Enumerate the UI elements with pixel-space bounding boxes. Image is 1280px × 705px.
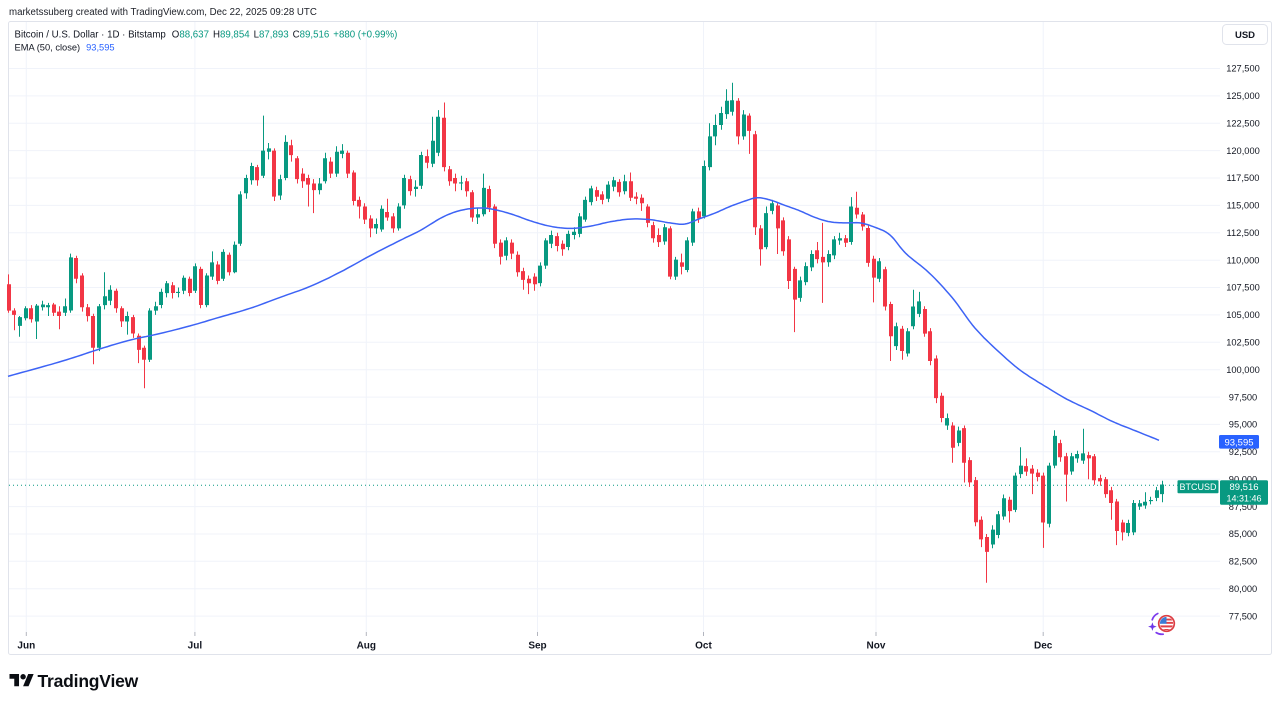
svg-text:Jul: Jul — [188, 641, 203, 652]
svg-text:122,500: 122,500 — [1226, 119, 1260, 129]
svg-text:105,000: 105,000 — [1226, 310, 1260, 320]
svg-text:87,500: 87,500 — [1229, 502, 1257, 512]
svg-text:USD: USD — [1235, 30, 1255, 41]
svg-text:115,000: 115,000 — [1227, 201, 1260, 211]
svg-text:93,595: 93,595 — [1224, 437, 1253, 448]
svg-text:Oct: Oct — [695, 641, 712, 652]
svg-text:92,500: 92,500 — [1229, 447, 1257, 457]
svg-text:90,000: 90,000 — [1229, 474, 1257, 484]
svg-text:102,500: 102,500 — [1226, 338, 1260, 348]
svg-text:85,000: 85,000 — [1229, 529, 1257, 539]
svg-text:110,000: 110,000 — [1227, 255, 1260, 265]
svg-text:112,500: 112,500 — [1227, 228, 1260, 238]
svg-text:marketssuberg created with Tra: marketssuberg created with TradingView.c… — [9, 7, 317, 18]
svg-text:Aug: Aug — [357, 641, 376, 652]
svg-text:EMA (50, close)93,595: EMA (50, close) 93,595 — [15, 43, 115, 53]
svg-text:77,500: 77,500 — [1229, 611, 1257, 621]
svg-text:100,000: 100,000 — [1226, 365, 1260, 375]
svg-text:95,000: 95,000 — [1229, 420, 1257, 430]
svg-text:97,500: 97,500 — [1229, 392, 1257, 402]
svg-text:Nov: Nov — [867, 641, 886, 652]
svg-text:117,500: 117,500 — [1227, 173, 1260, 183]
svg-text:Jun: Jun — [17, 641, 35, 652]
svg-text:14:31:46: 14:31:46 — [1226, 493, 1261, 503]
svg-text:107,500: 107,500 — [1226, 283, 1260, 293]
svg-text:80,000: 80,000 — [1229, 584, 1257, 594]
svg-text:TradingView: TradingView — [38, 671, 139, 691]
svg-text:Dec: Dec — [1034, 641, 1053, 652]
svg-text:Bitcoin / U.S. Dollar · 1D · B: Bitcoin / U.S. Dollar · 1D · Bitstamp O88… — [15, 30, 398, 41]
svg-text:125,000: 125,000 — [1226, 91, 1260, 101]
svg-text:BTCUSD: BTCUSD — [1179, 482, 1217, 492]
svg-text:89,516: 89,516 — [1229, 482, 1258, 493]
svg-text:127,500: 127,500 — [1226, 64, 1260, 74]
svg-text:120,000: 120,000 — [1226, 146, 1260, 156]
svg-text:82,500: 82,500 — [1229, 557, 1257, 567]
svg-text:Sep: Sep — [528, 641, 546, 652]
